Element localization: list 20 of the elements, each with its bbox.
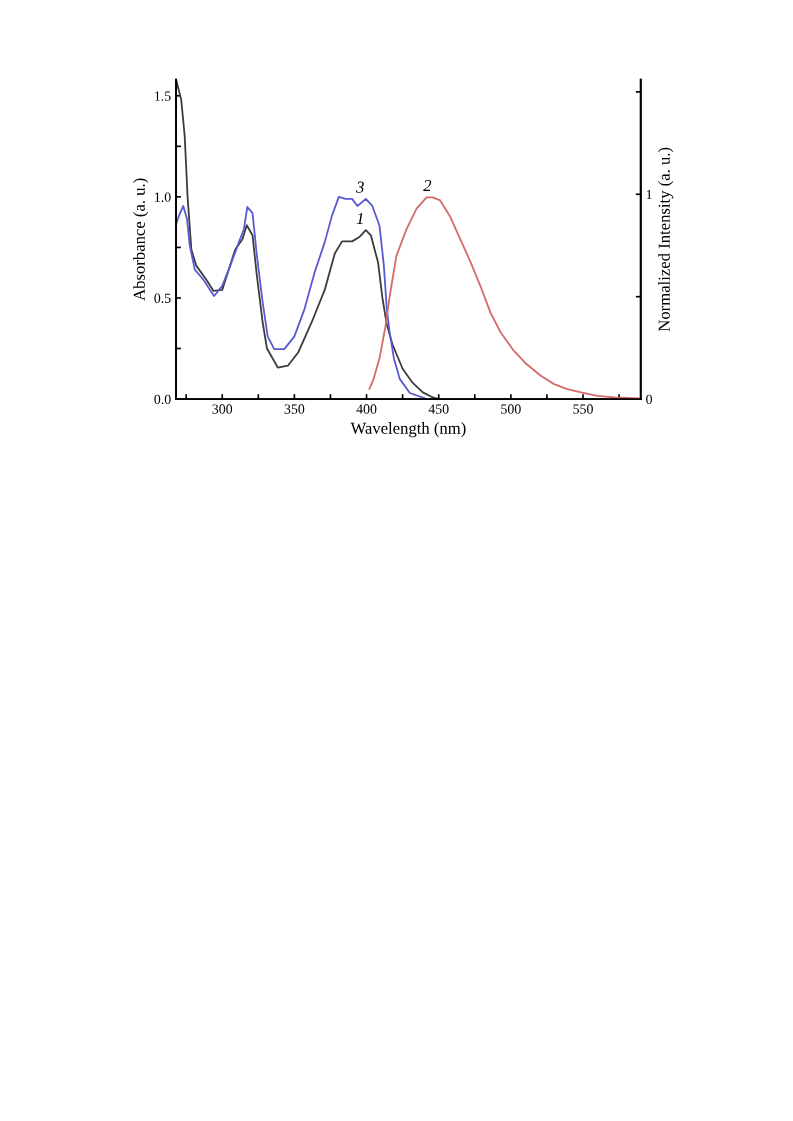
- line-series: [176, 195, 426, 399]
- x-tick-label: 400: [356, 404, 377, 414]
- y-tick-label: 1.5: [155, 91, 171, 101]
- y2-axis-title: Normalized Intensity (a. u.): [658, 147, 674, 332]
- line-series: [368, 196, 641, 400]
- y-tick-label: 0.5: [154, 293, 171, 303]
- y-tick-label: 0.0: [154, 394, 171, 405]
- series-label: 1: [356, 212, 363, 224]
- x-tick-label: 500: [501, 404, 521, 414]
- y2-tick-label: 1: [646, 189, 652, 200]
- x-tick-label: 450: [428, 404, 449, 414]
- series-label: 3: [356, 181, 364, 193]
- y2-tick-label: 0: [646, 394, 653, 405]
- series-label: 2: [423, 179, 432, 192]
- x-tick-label: 550: [573, 404, 593, 414]
- x-tick-label: 350: [284, 404, 305, 414]
- y-axis-title: Absorbance (a. u.): [133, 178, 149, 301]
- x-tick-label: 300: [212, 404, 233, 414]
- x-axis-title: Wavelength (nm): [350, 422, 466, 438]
- y-tick-label: 1.0: [155, 192, 171, 202]
